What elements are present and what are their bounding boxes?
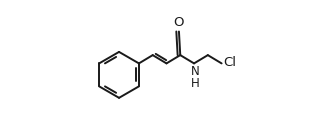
Text: Cl: Cl [223, 56, 236, 69]
Text: O: O [174, 16, 184, 29]
Text: N
H: N H [191, 65, 200, 90]
